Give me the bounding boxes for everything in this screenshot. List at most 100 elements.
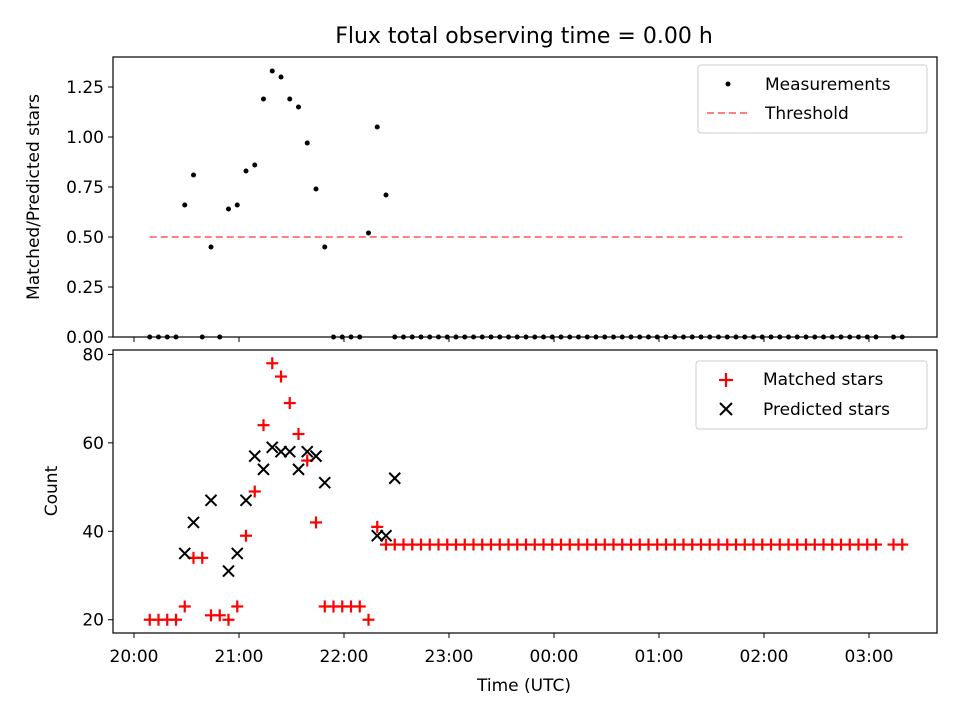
top-panel: 0.00 0.25 0.50 0.75 1.00 1.25 Matched/Predict… (24, 56, 938, 348)
top-y-tick-label-5: 1.25 (66, 78, 104, 98)
measurement-point (269, 68, 275, 74)
x-tick-label-0: 20:00 (110, 647, 159, 667)
predicted-star-point (309, 449, 323, 463)
legend-matched-label: Matched stars (763, 370, 883, 390)
predicted-star-point (283, 445, 296, 458)
measurement-point (672, 334, 678, 340)
measurement-point (409, 334, 415, 340)
top-y-tick-label-0: 0.00 (66, 328, 104, 348)
measurement-point (506, 334, 511, 340)
measurement-point (199, 334, 205, 340)
predicted-star-stroke-b (309, 449, 323, 463)
legend-matched-marker (719, 373, 733, 387)
bottom-y-tick-label-1: 40 (82, 522, 104, 542)
predicted-star-stroke-b (292, 463, 305, 476)
matched-star-point (896, 538, 909, 551)
predicted-star-point (178, 547, 191, 560)
predicted-star-stroke-b (204, 494, 218, 507)
measurement-point (541, 334, 546, 340)
measurement-point (156, 334, 161, 340)
measurement-point (427, 334, 433, 340)
bottom-plot-area (112, 349, 938, 634)
measurement-point (864, 334, 870, 340)
measurement-point (296, 104, 301, 110)
measurement-point (462, 334, 468, 340)
x-tick-label-7: 03:00 (845, 647, 894, 667)
top-legend: Measurements Threshold (697, 64, 928, 134)
matched-star-point (371, 520, 384, 533)
x-tick-label-1: 21:00 (215, 647, 264, 667)
predicted-star-stroke-b (388, 472, 401, 485)
measurement-point (759, 334, 765, 340)
measurement-point (838, 334, 844, 340)
measurement-point (234, 202, 240, 208)
measurement-point (418, 334, 424, 340)
matched-star-point (231, 600, 244, 613)
measurement-point (374, 124, 380, 130)
measurement-point (663, 334, 669, 340)
measurement-point (514, 334, 520, 340)
measurement-point (191, 172, 196, 178)
predicted-star-point (301, 445, 314, 458)
measurement-point (252, 162, 258, 168)
x-tick-label-4: 00:00 (530, 647, 579, 667)
predicted-star-stroke-b (318, 476, 331, 489)
top-legend-box (697, 64, 928, 134)
matched-star-point (310, 516, 322, 529)
measurement-point (584, 334, 590, 340)
bottom-y-tick-label-3: 80 (82, 345, 104, 365)
predicted-star-point (231, 547, 244, 560)
measurement-point (532, 334, 538, 340)
bottom-legend-box (695, 360, 928, 430)
measurement-point (217, 334, 223, 340)
measurement-point (567, 334, 573, 340)
measurement-point (602, 334, 608, 340)
measurement-point (803, 334, 809, 340)
predicted-star-stroke-b (248, 449, 261, 463)
predicted-star-point (187, 516, 200, 529)
measurement-point (628, 334, 634, 340)
measurement-point (348, 334, 354, 340)
top-y-tick-label-4: 1.00 (66, 128, 104, 148)
top-y-tick-label-3: 0.75 (66, 178, 104, 198)
measurement-point (313, 186, 319, 192)
legend-predicted-label: Predicted stars (763, 400, 890, 420)
predicted-star-stroke-b (239, 494, 253, 507)
matched-star-point (870, 538, 882, 551)
x-tick-label-3: 23:00 (425, 647, 474, 667)
measurement-point (576, 334, 581, 340)
measurement-point (619, 334, 625, 340)
matched-star-point (266, 357, 279, 370)
bottom-y-axis-label: Count (42, 465, 62, 516)
matched-star-point (222, 613, 235, 626)
measurement-point (471, 334, 476, 340)
measurement-point (724, 334, 730, 340)
legend-predicted-marker (719, 402, 733, 416)
predicted-star-stroke-b (187, 516, 200, 529)
measurement-point (751, 334, 756, 340)
top-y-tick-label-1: 0.25 (66, 278, 104, 298)
measurement-point (891, 334, 896, 340)
measurement-point (812, 334, 818, 340)
predicted-star-stroke-b (301, 445, 314, 458)
predicted-star-stroke-b (231, 547, 244, 560)
measurement-point (856, 334, 861, 340)
measurement-point (742, 334, 748, 340)
measurement-point (444, 334, 450, 340)
x-axis-label: Time (UTC) (476, 676, 571, 696)
measurement-point (611, 334, 616, 340)
measurement-point (768, 334, 774, 340)
measurement-point (733, 334, 739, 340)
measurement-point (646, 334, 651, 340)
predicted-star-stroke-b (266, 441, 279, 454)
matched-star-point (362, 613, 375, 626)
measurement-point (479, 334, 485, 340)
bottom-y-tick-label-2: 60 (82, 434, 104, 454)
matched-star-point (283, 397, 296, 410)
measurement-point (689, 334, 695, 340)
measurement-point (558, 334, 564, 340)
bottom-x-ticks: 20:00 21:00 22:00 23:00 00:00 01:00 02:00 03:00 (110, 633, 894, 667)
predicted-star-point (274, 445, 288, 458)
measurement-point (698, 334, 704, 340)
